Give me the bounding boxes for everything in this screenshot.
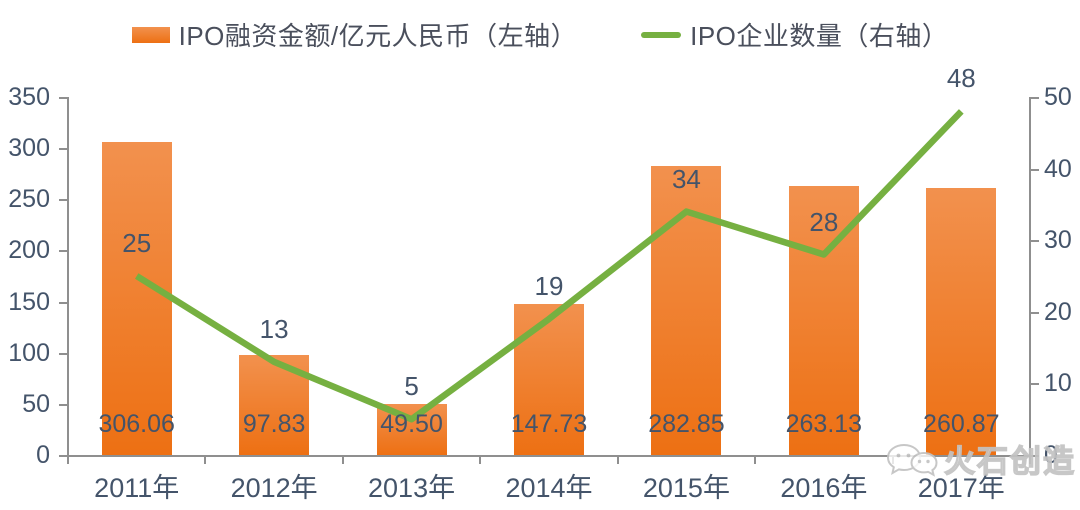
- right-axis-tick: [1031, 97, 1039, 99]
- right-axis-tick: [1031, 240, 1039, 243]
- left-axis-tick-label: 350: [8, 83, 50, 111]
- left-axis-tick: [59, 148, 67, 151]
- legend-item-line-series: IPO企业数量（右轴）: [641, 16, 948, 53]
- line-point-label: 25: [122, 228, 152, 258]
- bar-value-label: 260.87: [923, 410, 1000, 438]
- x-axis-label: 2014年: [505, 473, 593, 503]
- right-axis-line: [1029, 97, 1031, 456]
- line-series-swatch-icon: [641, 31, 682, 38]
- line-point-label: 28: [809, 206, 839, 237]
- left-axis-tick-label: 300: [8, 134, 50, 163]
- bar-series-swatch-icon: [131, 26, 170, 43]
- right-axis-tick: [1031, 455, 1039, 457]
- right-axis-tick: [1031, 168, 1039, 171]
- x-axis-label: 2016年: [780, 473, 868, 503]
- line-point-label: 5: [404, 371, 419, 402]
- funding-bar: [926, 188, 997, 455]
- x-axis-tick: [204, 457, 207, 464]
- x-axis-label: 2013年: [368, 473, 456, 503]
- left-axis-tick: [59, 352, 67, 355]
- left-axis-tick: [59, 250, 67, 253]
- x-axis-tick: [616, 457, 619, 464]
- chat-bubbles-icon: [886, 443, 938, 477]
- x-axis-tick: [479, 457, 482, 464]
- right-axis-tick-label: 40: [1044, 154, 1072, 183]
- funding-bar: [101, 141, 172, 455]
- left-axis-tick: [59, 97, 67, 99]
- right-axis-tick: [1031, 311, 1039, 314]
- right-axis-tick-label: 0: [1044, 441, 1058, 469]
- x-axis-tick: [67, 457, 69, 464]
- right-axis-tick: [1031, 383, 1039, 386]
- legend-label-line-series: IPO企业数量（右轴）: [690, 21, 949, 51]
- left-axis-tick: [59, 455, 67, 457]
- legend-label-bar-series: IPO融资金额/亿元人民币（左轴）: [178, 21, 578, 51]
- left-axis-tick-label: 100: [8, 338, 50, 367]
- x-axis-tick: [341, 457, 344, 464]
- watermark-text: 火石创造: [943, 443, 1076, 479]
- x-axis-label: 2015年: [642, 473, 730, 503]
- line-point-label: 13: [259, 313, 289, 344]
- right-axis-tick-label: 50: [1044, 83, 1072, 111]
- bottom-axis-line: [67, 455, 1031, 457]
- right-axis-tick-label: 30: [1044, 226, 1072, 255]
- left-axis-tick-label: 250: [8, 185, 50, 214]
- bar-value-label: 282.85: [648, 410, 725, 438]
- left-axis-tick: [59, 301, 67, 304]
- funding-bar: [514, 303, 584, 455]
- left-axis-tick-label: 150: [8, 287, 50, 316]
- x-axis-label: 2017年: [917, 473, 1005, 503]
- bar-value-label: 263.13: [785, 410, 863, 438]
- bar-value-label: 49.50: [380, 410, 443, 438]
- x-axis-tick: [754, 457, 757, 464]
- left-axis-tick-label: 0: [36, 441, 50, 469]
- left-axis-tick: [59, 199, 67, 202]
- watermark: 火石创造: [884, 436, 1076, 481]
- x-axis-tick: [1029, 457, 1031, 464]
- line-point-label: 34: [671, 163, 701, 194]
- right-axis-tick-label: 10: [1044, 369, 1072, 398]
- chart-legend: IPO融资金额/亿元人民币（左轴） IPO企业数量（右轴）: [0, 16, 1080, 53]
- bar-value-label: 97.83: [242, 410, 306, 438]
- left-axis-line: [67, 97, 69, 456]
- bar-value-label: 147.73: [510, 410, 588, 438]
- line-point-label: 19: [534, 270, 564, 301]
- left-axis-tick: [59, 403, 67, 406]
- bar-value-label: 306.06: [98, 410, 175, 438]
- line-point-label: 48: [946, 63, 976, 94]
- right-axis-tick-label: 20: [1044, 297, 1072, 326]
- legend-item-bar-series: IPO融资金额/亿元人民币（左轴）: [131, 16, 578, 53]
- x-axis-label: 2012年: [230, 473, 318, 503]
- left-axis-tick-label: 200: [8, 236, 50, 265]
- left-axis-tick-label: 50: [22, 389, 50, 418]
- x-axis-label: 2011年: [94, 473, 180, 503]
